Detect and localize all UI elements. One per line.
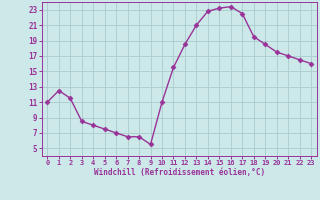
- X-axis label: Windchill (Refroidissement éolien,°C): Windchill (Refroidissement éolien,°C): [94, 168, 265, 177]
